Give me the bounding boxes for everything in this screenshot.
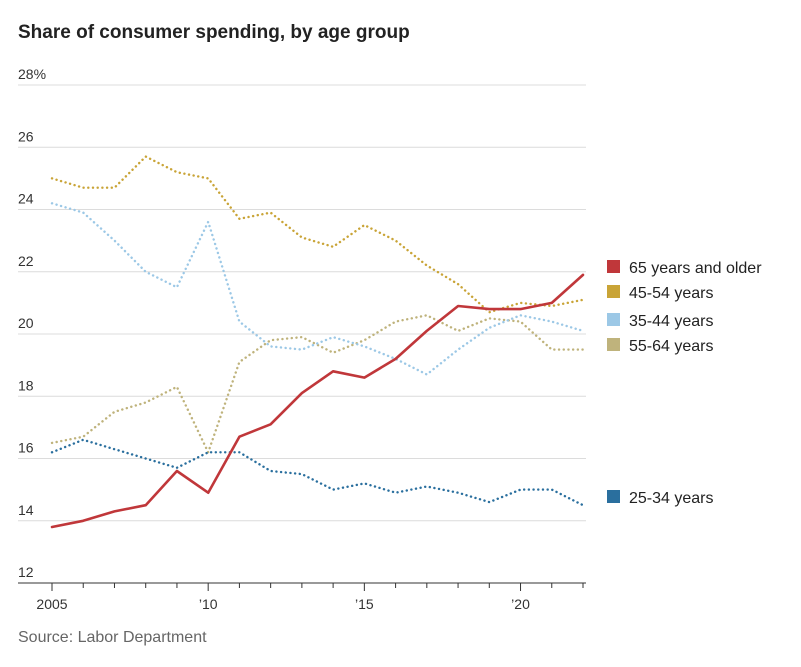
y-tick-label: 16 <box>18 440 34 456</box>
legend-label: 35-44 years <box>629 313 714 330</box>
y-tick-label: 12 <box>18 564 34 580</box>
series-lines <box>50 155 585 529</box>
y-tick-label: 24 <box>18 191 34 207</box>
series-line-65-years-and-older <box>50 273 585 529</box>
y-tick-label: 14 <box>18 502 34 518</box>
series-line-45-54-years <box>50 155 585 314</box>
x-tick-label: ’20 <box>511 596 530 612</box>
legend-swatch <box>607 285 620 298</box>
legend-label: 55-64 years <box>629 338 714 355</box>
y-tick-labels: 12 14 16 18 20 22 24 26 28% <box>18 66 46 580</box>
y-tick-label: 28% <box>18 66 46 82</box>
grid-lines <box>18 84 586 522</box>
y-tick-label: 26 <box>18 128 34 144</box>
y-tick-label: 20 <box>18 315 34 331</box>
chart-title: Share of consumer spending, by age group <box>18 22 410 43</box>
x-tick-label: ’10 <box>199 596 218 612</box>
legend-swatch <box>607 490 620 503</box>
series-line-35-44-years <box>50 202 585 376</box>
x-tick-label: ’15 <box>355 596 374 612</box>
x-tick-label: 2005 <box>36 596 67 612</box>
series-line-55-64-years <box>50 314 585 454</box>
y-tick-label: 18 <box>18 377 34 393</box>
x-axis: 2005 ’10 ’15 ’20 <box>18 582 586 612</box>
legend-label: 65 years and older <box>629 260 762 277</box>
legend-swatch <box>607 260 620 273</box>
legend-swatch <box>607 338 620 351</box>
source-note: Source: Labor Department <box>18 629 207 646</box>
legend-label: 25-34 years <box>629 490 714 507</box>
series-line-25-34-years <box>50 438 585 507</box>
y-tick-label: 22 <box>18 253 34 269</box>
legend-swatch <box>607 313 620 326</box>
legend: 65 years and older 45-54 years 35-44 years… <box>607 260 762 507</box>
legend-label: 45-54 years <box>629 285 714 302</box>
